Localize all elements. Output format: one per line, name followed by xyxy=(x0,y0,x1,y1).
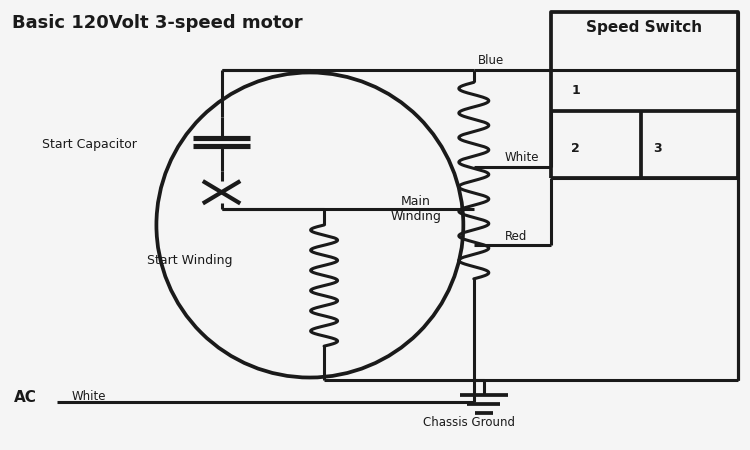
Text: White: White xyxy=(505,151,539,164)
Text: 1: 1 xyxy=(572,84,580,97)
Text: Red: Red xyxy=(505,230,527,243)
Text: AC: AC xyxy=(14,390,37,405)
Text: 2: 2 xyxy=(572,142,580,155)
Text: Start Capacitor: Start Capacitor xyxy=(42,138,136,151)
Text: 3: 3 xyxy=(653,142,662,155)
Text: Blue: Blue xyxy=(478,54,505,67)
Text: White: White xyxy=(72,390,106,403)
Text: Main
Winding: Main Winding xyxy=(391,195,442,223)
Text: Basic 120Volt 3-speed motor: Basic 120Volt 3-speed motor xyxy=(12,14,302,32)
Text: Speed Switch: Speed Switch xyxy=(586,20,703,35)
Text: Start Winding: Start Winding xyxy=(147,254,232,267)
Text: Chassis Ground: Chassis Ground xyxy=(423,416,515,429)
